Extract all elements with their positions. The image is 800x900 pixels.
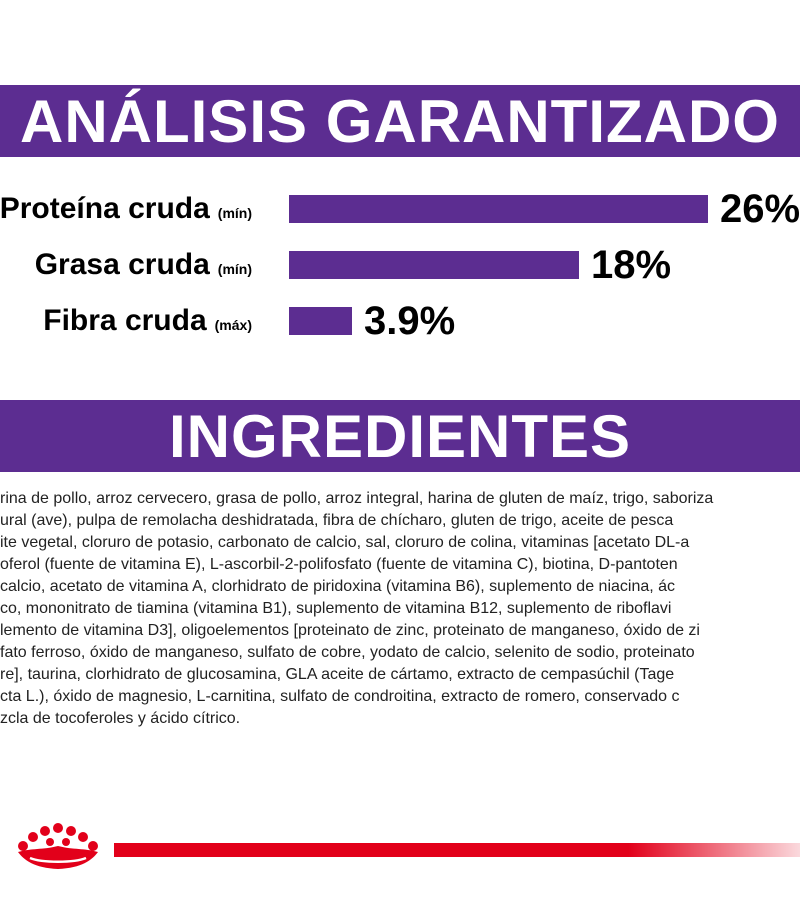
analysis-bar bbox=[289, 195, 708, 223]
ingredients-title: INGREDIENTES bbox=[168, 402, 632, 470]
ingredients-line: rina de pollo, arroz cervecero, grasa de… bbox=[0, 490, 714, 507]
analysis-row-fiber: Fibra cruda (máx) 3.9% bbox=[0, 299, 800, 343]
ingredients-line: re], taurina, clorhidrato de glucosamina… bbox=[0, 666, 675, 683]
footer-red-line bbox=[114, 843, 800, 857]
analysis-value: 3.9% bbox=[364, 299, 456, 343]
analysis-banner: ANÁLISIS GARANTIZADO bbox=[0, 85, 800, 157]
analysis-value: 26% bbox=[720, 187, 800, 231]
ingredients-line: oferol (fuente de vitamina E), L-ascorbi… bbox=[0, 556, 678, 573]
analysis-title: ANÁLISIS GARANTIZADO bbox=[20, 87, 780, 155]
ingredients-banner: INGREDIENTES bbox=[0, 400, 800, 472]
analysis-bar bbox=[289, 307, 352, 335]
ingredients-line: cta L.), óxido de magnesio, L-carnitina,… bbox=[0, 688, 680, 705]
analysis-value: 18% bbox=[591, 243, 672, 287]
ingredients-line: co, mononitrato de tiamina (vitamina B1)… bbox=[0, 600, 672, 617]
analysis-label: Proteína cruda (mín) bbox=[0, 192, 252, 225]
ingredients-line: ite vegetal, cloruro de potasio, carbona… bbox=[0, 534, 690, 551]
ingredients-line: fato ferroso, óxido de manganeso, sulfat… bbox=[0, 644, 695, 661]
ingredients-line: zcla de tocoferoles y ácido cítrico. bbox=[0, 710, 241, 727]
ingredients-text: rina de pollo, arroz cervecero, grasa de… bbox=[0, 488, 800, 730]
ingredients-line: calcio, acetato de vitamina A, clorhidra… bbox=[0, 578, 676, 595]
analysis-row-protein: Proteína cruda (mín) 26% bbox=[0, 187, 800, 231]
analysis-bar bbox=[289, 251, 579, 279]
ingredients-line: lemento de vitamina D3], oligoelementos … bbox=[0, 622, 700, 639]
analysis-label: Fibra cruda (máx) bbox=[43, 304, 252, 337]
analysis-row-fat: Grasa cruda (mín) 18% bbox=[0, 243, 800, 287]
ingredients-line: ural (ave), pulpa de remolacha deshidrat… bbox=[0, 512, 674, 529]
crown-icon bbox=[18, 823, 98, 869]
analysis-label: Grasa cruda (mín) bbox=[34, 248, 252, 281]
